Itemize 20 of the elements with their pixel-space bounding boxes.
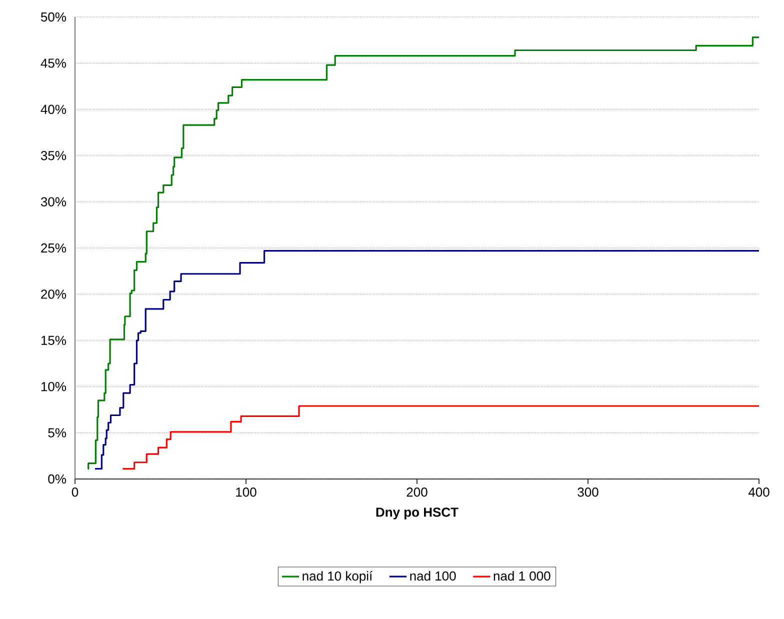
- legend-label: nad 10 kopií: [302, 570, 373, 584]
- y-tick-label: 35%: [40, 150, 66, 160]
- y-tick-label: 40%: [40, 104, 66, 114]
- x-tick-label: 400: [748, 488, 770, 497]
- y-tick-label: 15%: [41, 336, 66, 345]
- y-tick-label: 45%: [40, 58, 66, 68]
- y-tick-label: 25%: [41, 243, 66, 253]
- y-tick-label: 5%: [48, 428, 66, 438]
- y-tick-label: 0%: [48, 474, 66, 484]
- y-tick-label: 20%: [41, 290, 66, 299]
- x-tick-label: 200: [406, 488, 428, 497]
- y-tick-label: 30%: [40, 197, 66, 206]
- x-axis-title: Dny po HSCT: [376, 508, 458, 520]
- y-tick-label: 10%: [41, 382, 66, 392]
- legend-label: nad 100: [410, 571, 456, 581]
- y-tick-label: 50%: [40, 12, 66, 22]
- x-tick-label: 0: [72, 488, 78, 497]
- x-tick-label: 300: [578, 488, 598, 497]
- legend-label: nad 1 000: [494, 571, 550, 581]
- x-tick-label: 100: [236, 488, 256, 497]
